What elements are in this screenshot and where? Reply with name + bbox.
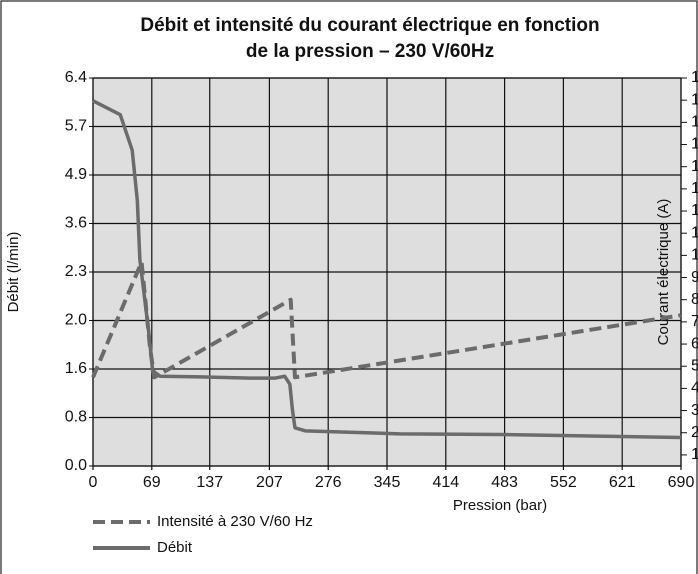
y2-tick-label: 6 [691, 335, 698, 352]
y-tick-label: 0.0 [65, 457, 87, 474]
x-tick-label: 0 [89, 474, 98, 491]
x-tick-label: 483 [491, 474, 518, 491]
x-tick-label: 552 [550, 474, 577, 491]
x-tick-label: 207 [256, 474, 283, 491]
x-tick-label: 690 [668, 474, 695, 491]
y2-tick-label: 8 [691, 291, 698, 308]
x-tick-label: 276 [315, 474, 342, 491]
plot-border [92, 77, 682, 467]
y2-tick-label: 3 [691, 402, 698, 419]
x-tick-label: 137 [196, 474, 223, 491]
y-axis-label: Débit (l/min) [5, 232, 22, 313]
y-tick-label: 2.3 [65, 263, 87, 280]
y2-tick-label: 12 [691, 202, 698, 219]
y2-tick-label: 10 [691, 247, 698, 264]
x-tick-label: 414 [432, 474, 459, 491]
x-tick-label: 69 [143, 474, 161, 491]
y-tick-label: 3.6 [65, 215, 87, 232]
chart-title: de la pression – 230 V/60Hz [246, 41, 494, 62]
data-line [92, 99, 682, 440]
y2-tick-label: 14 [691, 158, 698, 175]
x-tick-label: 345 [374, 474, 401, 491]
x-tick-label: 621 [609, 474, 636, 491]
y2-tick-label: 1 [691, 446, 698, 463]
y2-tick-label: 2 [691, 424, 698, 441]
y2-tick-label: 9 [691, 269, 698, 286]
y2-tick-label: 4 [691, 380, 698, 397]
y2-tick-label: 17 [691, 91, 698, 108]
y2-tick-label: 16 [691, 114, 698, 131]
y-tick-label: 2.0 [65, 312, 87, 329]
y-tick-label: 0.8 [65, 409, 87, 426]
y2-tick-label: 11 [691, 224, 698, 241]
y-tick-label: 1.6 [65, 360, 87, 377]
legend-label: Débit [157, 539, 193, 556]
data-line [91, 260, 682, 380]
y2-tick-label: 18 [691, 69, 698, 86]
chart-title: Débit et intensité du courant électrique… [140, 15, 599, 36]
y-tick-label: 6.4 [65, 69, 87, 86]
x-axis-label: Pression (bar) [453, 497, 547, 514]
y-tick-label: 4.9 [65, 166, 87, 183]
y2-tick-label: 13 [691, 180, 698, 197]
y2-tick-label: 15 [691, 136, 698, 153]
y2-tick-label: 7 [691, 313, 698, 330]
y-tick-label: 5.7 [65, 118, 87, 135]
legend-label: Intensité à 230 V/60 Hz [157, 513, 313, 530]
y2-tick-label: 5 [691, 357, 698, 374]
